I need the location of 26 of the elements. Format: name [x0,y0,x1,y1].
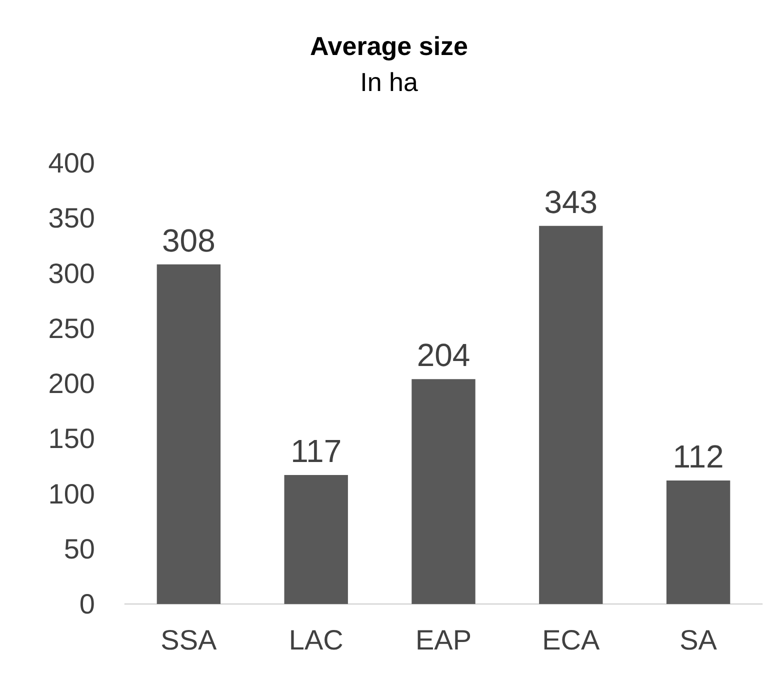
chart-subtitle: In ha [360,67,418,97]
bar [666,480,730,604]
data-label: 204 [416,337,470,374]
chart-title: Average size [310,31,468,61]
y-tick-label: 250 [48,312,95,344]
bar [284,475,348,604]
y-tick-label: 350 [48,202,95,234]
y-tick-label: 200 [48,368,95,399]
x-tick-label: SA [680,624,718,656]
x-tick-label: ECA [542,624,600,656]
bar [412,379,476,604]
x-tick-label: EAP [415,624,472,656]
y-tick-label: 100 [48,478,95,510]
bar [539,226,603,604]
y-tick-label: 400 [48,148,95,178]
y-tick-label: 50 [64,533,95,564]
y-tick-label: 150 [48,423,95,454]
y-tick-label: 300 [48,258,95,289]
x-tick-label: LAC [288,624,344,656]
x-tick-label: SSA [160,624,218,656]
y-tick-label: 0 [79,588,95,620]
data-label: 343 [544,184,598,220]
data-label: 117 [290,433,342,470]
data-label: 112 [672,438,724,475]
data-label: 308 [162,222,216,258]
bar [156,264,221,604]
